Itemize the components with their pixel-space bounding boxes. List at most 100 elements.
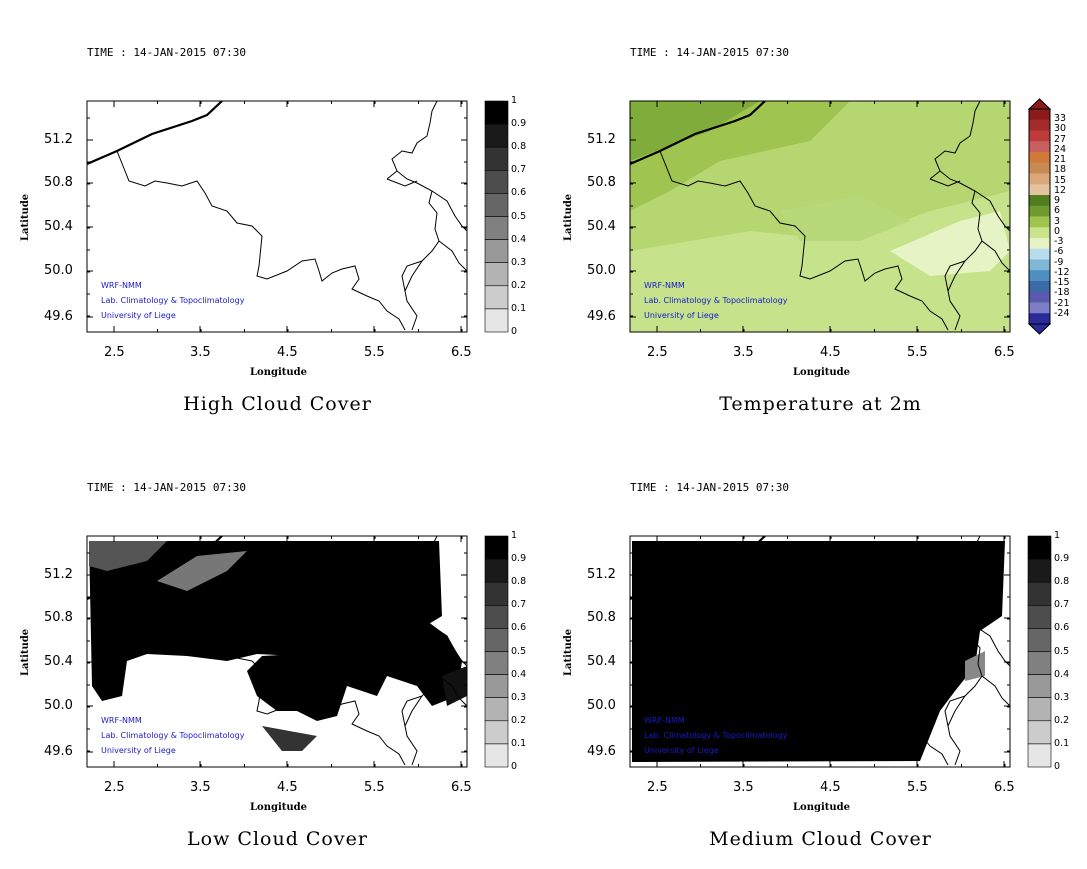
- colorbar-tick-label: 24: [1054, 143, 1067, 155]
- colorbar-segment: [1029, 302, 1050, 314]
- colorbar-tick-label: 0.3: [511, 256, 527, 268]
- colorbar-tick-label: 0.4: [511, 233, 527, 245]
- colorbar-segment: [484, 308, 509, 333]
- colorbar-tick-label: 0.4: [1054, 668, 1070, 680]
- colorbar-tick-label: -18: [1054, 287, 1070, 299]
- y-tick-label: 51.2: [587, 132, 616, 147]
- credit-block: WRF-NMM Lab. Climatology & Topoclimatolog…: [644, 278, 787, 323]
- colorbar-tick-label: 30: [1054, 123, 1067, 135]
- colorbar-tick-label: 0.8: [511, 576, 527, 588]
- colorbar-tick-label: -9: [1054, 256, 1064, 268]
- panel-title: Low Cloud Cover: [187, 828, 368, 850]
- colorbar-segment: [484, 146, 509, 171]
- colorbar-tick-label: 1: [511, 95, 518, 106]
- colorbar-segment: [1029, 238, 1050, 250]
- colorbar-segment: [1027, 674, 1052, 699]
- y-tick-label: 50.8: [587, 610, 616, 625]
- credit-block: WRF-NMM Lab. Climatology & Topoclimatolog…: [101, 713, 244, 758]
- colorbar: [1027, 98, 1052, 335]
- colorbar-tick-label: 6: [1054, 205, 1061, 217]
- colorbar-tick-label: 9: [1054, 195, 1061, 206]
- colorbar-tick-label: 0.6: [1054, 622, 1070, 634]
- medium-cloud-field: [632, 541, 1005, 762]
- plot-frame: [86, 100, 468, 333]
- x-tick-label: 2.5: [647, 780, 668, 795]
- time-label: TIME : 14-JAN-2015 07:30: [630, 481, 789, 494]
- colorbar-segment: [484, 262, 509, 287]
- y-tick-label: 49.6: [44, 309, 73, 324]
- colorbar-tick-label: 15: [1054, 174, 1067, 186]
- colorbar-tick-label: -15: [1054, 277, 1070, 288]
- colorbar-tick-label: 0.2: [511, 714, 527, 726]
- colorbar-segment: [484, 628, 509, 652]
- x-tick-label: 4.5: [820, 345, 841, 360]
- colorbar-segment: [1029, 109, 1050, 121]
- colorbar-segment: [1027, 743, 1052, 768]
- credit-line: WRF-NMM: [101, 281, 142, 290]
- colorbar-segment: [1027, 651, 1052, 675]
- colorbar-tick-label: 0.9: [1054, 553, 1070, 565]
- colorbar-tick-label: 0.8: [511, 141, 527, 153]
- x-tick-label: 6.5: [451, 345, 472, 360]
- colorbar-segment: [1029, 259, 1050, 271]
- x-tick-label: 2.5: [104, 345, 125, 360]
- colorbar-tick-label: 0.2: [1054, 714, 1070, 726]
- colorbar-tick-label: 18: [1054, 164, 1067, 176]
- y-axis-label: Latitude: [563, 193, 574, 241]
- y-tick-label: 51.2: [587, 567, 616, 582]
- colorbar-segment: [1029, 205, 1050, 217]
- credit-line: WRF-NMM: [644, 281, 685, 290]
- y-axis-label: Latitude: [563, 628, 574, 676]
- colorbar-segment: [1029, 270, 1050, 282]
- colorbar-tick-label: 33: [1054, 113, 1067, 124]
- colorbar-segment: [1029, 141, 1050, 153]
- panel-high: TIME : 14-JAN-2015 07:30 2.5 3.5 4.5 5.5 6.5 5…: [0, 0, 543, 434]
- colorbar-tick-label: 27: [1054, 133, 1067, 145]
- colorbar-tick-label: 0.2: [511, 279, 527, 291]
- y-axis-label: Latitude: [20, 193, 31, 241]
- y-tick-label: 49.6: [587, 309, 616, 324]
- colorbar-segment: [484, 558, 509, 583]
- colorbar-tick-label: 1: [1054, 530, 1061, 541]
- colorbar: [484, 100, 509, 333]
- colorbar-segment: [484, 605, 509, 629]
- colorbar-segment: [484, 193, 509, 217]
- coastline: [87, 101, 223, 166]
- colorbar-segment: [1029, 162, 1050, 174]
- x-tick-label: 6.5: [994, 345, 1015, 360]
- map-plot: [629, 98, 1052, 335]
- x-axis-label: Longitude: [250, 367, 308, 378]
- colorbar-segment: [484, 674, 509, 699]
- credit-line: University of Liege: [101, 311, 176, 320]
- x-axis-label: Longitude: [793, 802, 851, 813]
- colorbar-segment: [1027, 720, 1052, 745]
- colorbar-segment: [1029, 291, 1050, 303]
- y-tick-label: 50.4: [587, 219, 616, 234]
- coastline: [630, 536, 766, 601]
- credit-line: Lab. Climatology & Topoclimatology: [644, 731, 788, 740]
- colorbar: [484, 535, 509, 768]
- y-axis-label: Latitude: [20, 628, 31, 676]
- coastline: [630, 101, 766, 166]
- colorbar-segment: [1029, 216, 1050, 228]
- credit-line: Lab. Climatology & Topoclimatology: [644, 296, 788, 305]
- colorbar-tick-label: 0: [1054, 761, 1061, 772]
- colorbar-tick-label: 0.5: [1054, 645, 1070, 657]
- colorbar-tick-label: 0.4: [511, 668, 527, 680]
- credit-block: WRF-NMM Lab. Climatology & Topoclimatolog…: [644, 713, 787, 758]
- y-tick-label: 50.0: [44, 263, 73, 278]
- y-tick-label: 50.0: [587, 698, 616, 713]
- time-label: TIME : 14-JAN-2015 07:30: [630, 46, 789, 59]
- colorbar-segment: [1029, 281, 1050, 293]
- x-tick-label: 5.5: [907, 345, 928, 360]
- x-tick-label: 5.5: [907, 780, 928, 795]
- panel-title: High Cloud Cover: [183, 393, 372, 415]
- x-tick-label: 2.5: [104, 780, 125, 795]
- colorbar-segment: [484, 123, 509, 148]
- colorbar-tick-label: 0.9: [511, 553, 527, 565]
- panel-medium: TIME : 14-JAN-2015 07:30 2.5 3.5 4.5 5.5 6.5 5…: [543, 435, 1086, 869]
- colorbar-tick-label: 0.7: [511, 164, 527, 176]
- colorbar-segment: [1029, 248, 1050, 260]
- panel-title: Temperature at 2m: [719, 393, 922, 415]
- colorbar-segment: [1029, 195, 1050, 207]
